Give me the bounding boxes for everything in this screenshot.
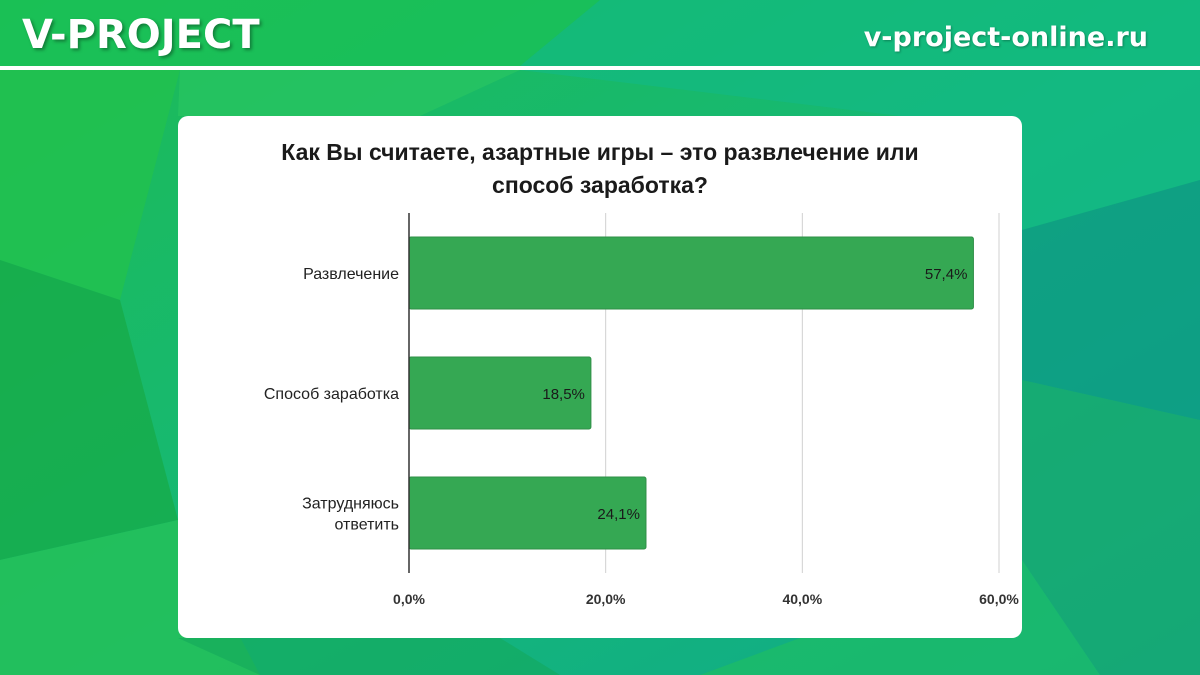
category-label-2-line-1: ответить — [335, 517, 400, 534]
bar-chart: 57,4% Развлечение 18,5% Способ заработка 24,… — [264, 213, 1019, 607]
bar-value-label-1: 18,5% — [542, 386, 585, 403]
x-tick-label-2: 40,0% — [782, 591, 822, 607]
x-tick-label-0: 0,0% — [393, 591, 425, 607]
header-bar: V-PROJECT v-project-online.ru — [0, 0, 1200, 70]
bar-value-label-0: 57,4% — [925, 266, 968, 283]
category-label-2-line-0: Затрудняюсь — [302, 496, 399, 513]
site-url[interactable]: v-project-online.ru — [863, 22, 1148, 53]
header-divider — [0, 66, 1200, 70]
chart-title-line-1: Как Вы считаете, азартные игры – это раз… — [281, 139, 919, 165]
category-label-0: Развлечение — [303, 266, 399, 283]
bar-value-label-2: 24,1% — [597, 506, 640, 523]
category-label-1: Способ заработка — [264, 386, 399, 403]
brand-logo[interactable]: V-PROJECT — [22, 12, 260, 58]
chart-title: Как Вы считаете, азартные игры – это раз… — [178, 136, 1022, 202]
x-tick-label-1: 20,0% — [586, 591, 626, 607]
bar-0 — [408, 236, 974, 310]
chart-card: Как Вы считаете, азартные игры – это раз… — [178, 116, 1022, 638]
x-tick-label-3: 60,0% — [979, 591, 1019, 607]
chart-title-line-2: способ заработка? — [492, 172, 708, 198]
